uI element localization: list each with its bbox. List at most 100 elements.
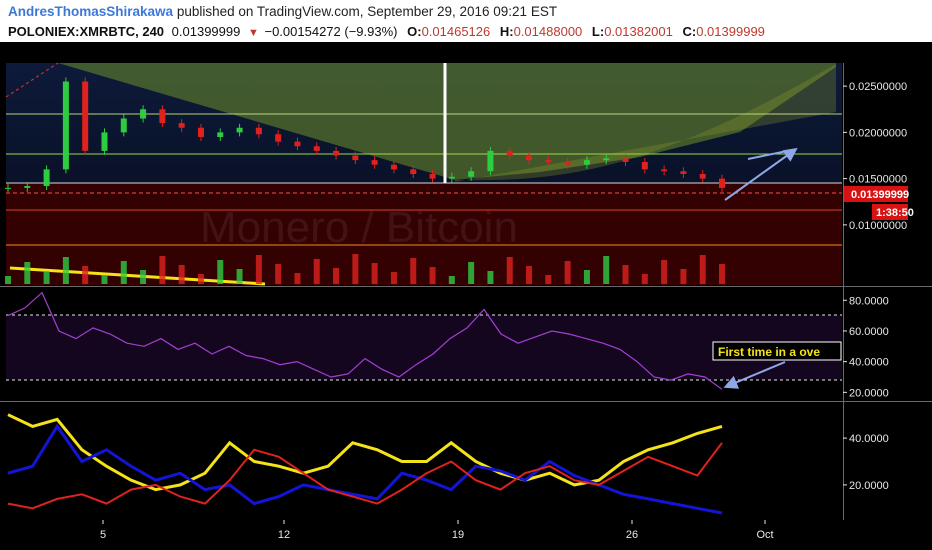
candle-body [390, 164, 397, 170]
axis-tick-label: 0.01000000 [849, 220, 907, 232]
volume-bar [371, 263, 378, 284]
volume-bar [178, 265, 185, 284]
down-triangle-icon: ▼ [247, 27, 259, 39]
volume-series [5, 254, 725, 284]
close-value: 0.01399999 [696, 24, 765, 39]
dashed-trendline [5, 62, 59, 98]
volume-bar [82, 266, 89, 284]
axis-tick-label: 20.0000 [849, 387, 889, 399]
axis-tick-label: 60.0000 [849, 326, 889, 338]
dmi-pane[interactable] [6, 403, 842, 520]
candle-body [62, 81, 69, 170]
price-badge-text: 0.01399999 [851, 189, 909, 201]
axis-tick-label: 20.0000 [849, 480, 889, 492]
watermark: Monero / Bitcoin [200, 203, 518, 252]
candle-body [294, 141, 301, 147]
time-tick-label: 26 [626, 529, 638, 541]
symbol-label: POLONIEX:XMRBTC, 240 [8, 24, 165, 39]
candle-body [564, 161, 571, 165]
time-axis[interactable]: 5 12 19 26 Oct [100, 520, 774, 541]
candle-body [24, 186, 31, 188]
candle-body [5, 187, 11, 189]
candle-body [275, 134, 282, 142]
price-pane[interactable]: Monero / Bitcoin [5, 62, 842, 286]
candle-body [448, 176, 455, 179]
candle-body [197, 127, 204, 137]
candle-body [371, 160, 378, 165]
close-label: C: [682, 24, 697, 39]
annotation-text: First time in a ove [718, 345, 820, 359]
rsi-band [6, 315, 842, 380]
candle-body [217, 132, 224, 137]
header-line-1: AndresThomasShirakawa published on Tradi… [8, 4, 557, 19]
rsi-line [7, 291, 723, 390]
candle-body [622, 158, 629, 162]
axis-tick-label: 40.0000 [849, 433, 889, 445]
time-tick-label: 12 [278, 529, 290, 541]
candle-body [159, 109, 166, 124]
volume-bar [120, 261, 127, 284]
axis-tick-label: 0.02500000 [849, 81, 907, 93]
dmi-line-red [7, 442, 723, 510]
candle-body [82, 81, 89, 151]
axis-tick-label: 80.0000 [849, 295, 889, 307]
volume-bar [217, 260, 224, 284]
candle-body [506, 150, 513, 156]
candle-body [699, 174, 706, 179]
volume-bar [197, 274, 204, 284]
volume-bar [352, 254, 359, 284]
volume-bar [140, 270, 147, 284]
volume-bar [294, 273, 301, 284]
time-tick-label: 19 [452, 529, 464, 541]
volume-bar [468, 262, 475, 284]
price-axis[interactable]: 0.02500000 0.02000000 0.01500000 0.01000000 [843, 81, 907, 232]
open-label: O: [407, 24, 422, 39]
volume-bar [699, 255, 706, 284]
candle-body [661, 169, 668, 172]
axis-tick-label: 40.0000 [849, 357, 889, 369]
volume-bar [506, 257, 513, 284]
volume-bar [429, 267, 436, 284]
time-tick-label: 5 [100, 529, 106, 541]
volume-bar [661, 260, 668, 284]
candle-body [352, 155, 359, 161]
rsi-pane[interactable]: First time in a ove [6, 288, 842, 400]
pane-separators [0, 63, 932, 520]
rsi-axis[interactable]: 80.0000 60.0000 40.0000 20.0000 [843, 295, 889, 399]
curve-area [455, 64, 836, 182]
high-value: 0.01488000 [513, 24, 583, 39]
author-link[interactable]: AndresThomasShirakawa [8, 4, 174, 19]
candle-body [603, 158, 610, 161]
dmi-axis[interactable]: 40.0000 20.0000 [843, 433, 889, 492]
candle-body [313, 146, 320, 151]
annotation-box [712, 341, 842, 361]
chart-frame[interactable]: Monero / Bitcoin First time in a ove [0, 42, 932, 550]
candle-body [140, 109, 147, 119]
countdown-badge-background [872, 204, 908, 220]
candle-body [178, 123, 185, 128]
volume-bar [622, 265, 629, 284]
volume-bar [43, 271, 50, 284]
candle-body [43, 169, 50, 187]
volume-bar [448, 276, 455, 284]
volume-bar [487, 271, 494, 284]
volume-bar [275, 264, 282, 284]
countdown-badge-text: 1:38:50 [876, 207, 914, 219]
volume-bar [583, 270, 590, 284]
candle-body [487, 150, 494, 172]
volume-bar [641, 274, 648, 284]
high-label: H: [499, 24, 514, 39]
volume-bar [24, 262, 31, 284]
candle-body [236, 127, 243, 133]
axis-tick-label: 0.01500000 [849, 174, 907, 186]
candle-body [468, 171, 475, 177]
chart-canvas[interactable]: Monero / Bitcoin First time in a ove [0, 42, 932, 550]
volume-bar [603, 256, 610, 284]
rsi-arrow [723, 361, 786, 389]
dmi-line-yellow [7, 413, 723, 492]
published-text: published on TradingView.com, September … [176, 4, 558, 19]
volume-bar [62, 257, 69, 284]
price-badge-background [844, 186, 908, 202]
volume-bar [680, 269, 687, 284]
candle-body [429, 174, 436, 179]
